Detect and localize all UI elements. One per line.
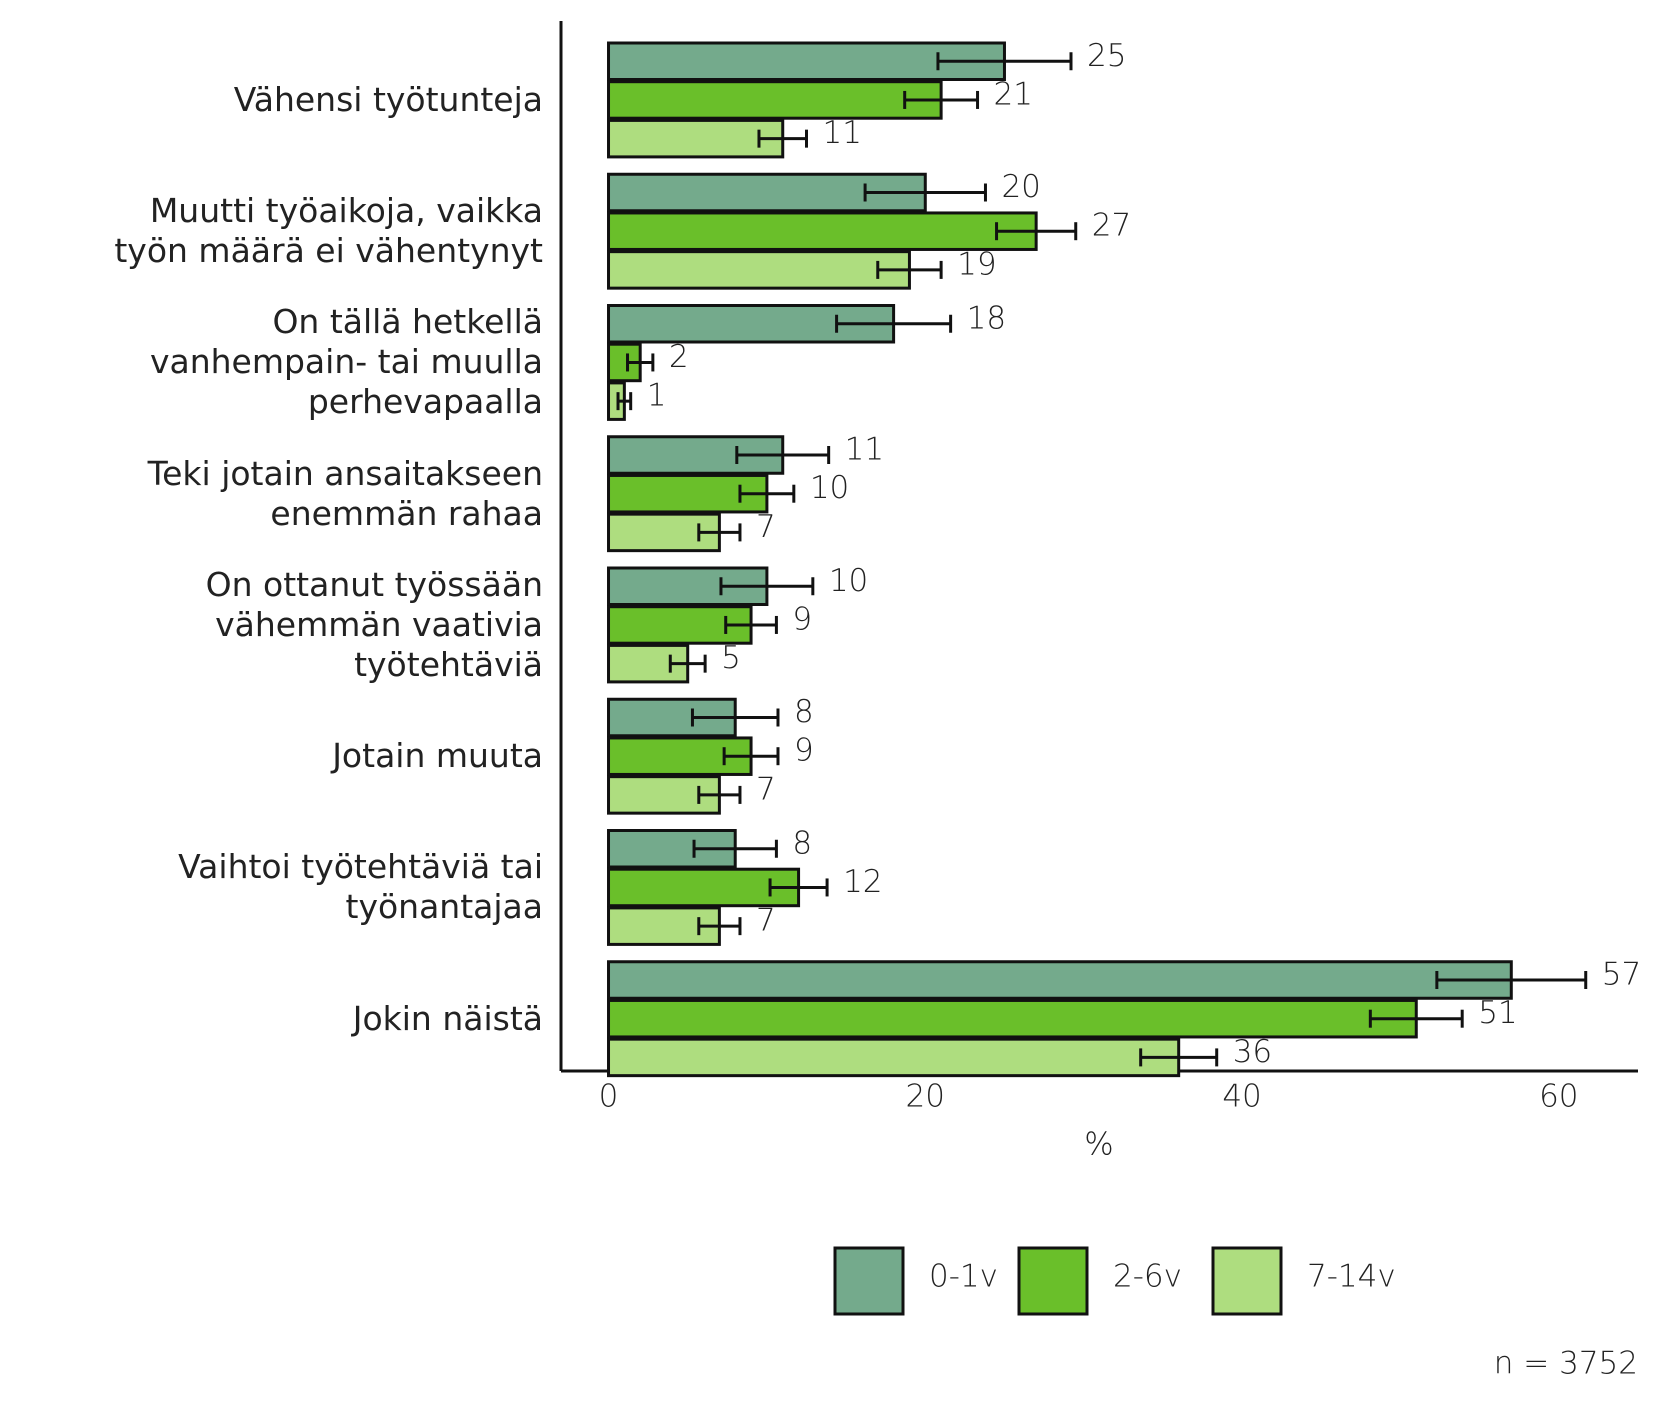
- x-tick-label: 20: [906, 1079, 945, 1115]
- value-label: 7: [756, 903, 776, 939]
- bar: [607, 605, 753, 645]
- bar: [607, 1037, 1181, 1078]
- value-label: 8: [792, 825, 812, 861]
- value-label: 11: [845, 432, 884, 468]
- category-label: Vähensi työtunteja: [233, 79, 543, 119]
- value-label: 12: [843, 864, 882, 900]
- bar: [607, 960, 1513, 1000]
- x-tick-label: 40: [1222, 1079, 1261, 1115]
- category-label: Muutti työaikoja, vaikka työn määrä ei v…: [114, 191, 543, 271]
- legend-label: 7-14v: [1307, 1259, 1396, 1295]
- bar: [607, 211, 1038, 251]
- legend-label: 0-1v: [929, 1259, 998, 1295]
- value-label: 36: [1233, 1034, 1272, 1070]
- value-label: 5: [721, 640, 741, 676]
- value-label: 18: [967, 300, 1006, 336]
- value-label: 10: [810, 470, 849, 506]
- value-label: 10: [829, 563, 868, 599]
- category-label: On ottanut työssään vähemmän vaativia ty…: [205, 564, 543, 684]
- note: n = 3752: [1494, 1346, 1638, 1382]
- value-label: 25: [1087, 38, 1126, 74]
- value-label: 7: [756, 509, 776, 545]
- x-tick-label: 60: [1539, 1079, 1578, 1115]
- value-label: 2: [669, 339, 689, 375]
- value-label: 9: [794, 733, 814, 769]
- category-label: On tällä hetkellä vanhempain- tai muulla…: [149, 302, 543, 422]
- bar: [607, 250, 911, 290]
- bar: [607, 118, 785, 159]
- value-label: 9: [792, 601, 812, 637]
- x-tick-label: 0: [599, 1079, 619, 1115]
- x-axis-label: %: [1084, 1127, 1113, 1163]
- value-label: 21: [994, 76, 1033, 112]
- category-label: Teki jotain ansaitakseen enemmän rahaa: [147, 453, 543, 533]
- category-label: Vaihtoi työtehtäviä tai työnantajaa: [178, 847, 543, 927]
- category-label: Jokin näistä: [352, 998, 543, 1038]
- value-label: 11: [822, 115, 861, 151]
- value-label: 51: [1478, 995, 1517, 1031]
- value-label: 8: [794, 694, 814, 730]
- value-label: 1: [647, 378, 667, 414]
- value-label: 57: [1602, 957, 1641, 993]
- legend-swatch: [1211, 1246, 1283, 1316]
- legend-swatch: [833, 1246, 905, 1316]
- legend-label: 2-6v: [1113, 1259, 1182, 1295]
- legend-swatch: [1017, 1246, 1089, 1316]
- category-label: Jotain muuta: [332, 736, 543, 776]
- value-label: 20: [1001, 169, 1040, 205]
- bar: [607, 80, 943, 120]
- value-label: 27: [1092, 208, 1131, 244]
- value-label: 19: [957, 246, 996, 282]
- bar: [607, 998, 1418, 1039]
- value-label: 7: [756, 771, 776, 807]
